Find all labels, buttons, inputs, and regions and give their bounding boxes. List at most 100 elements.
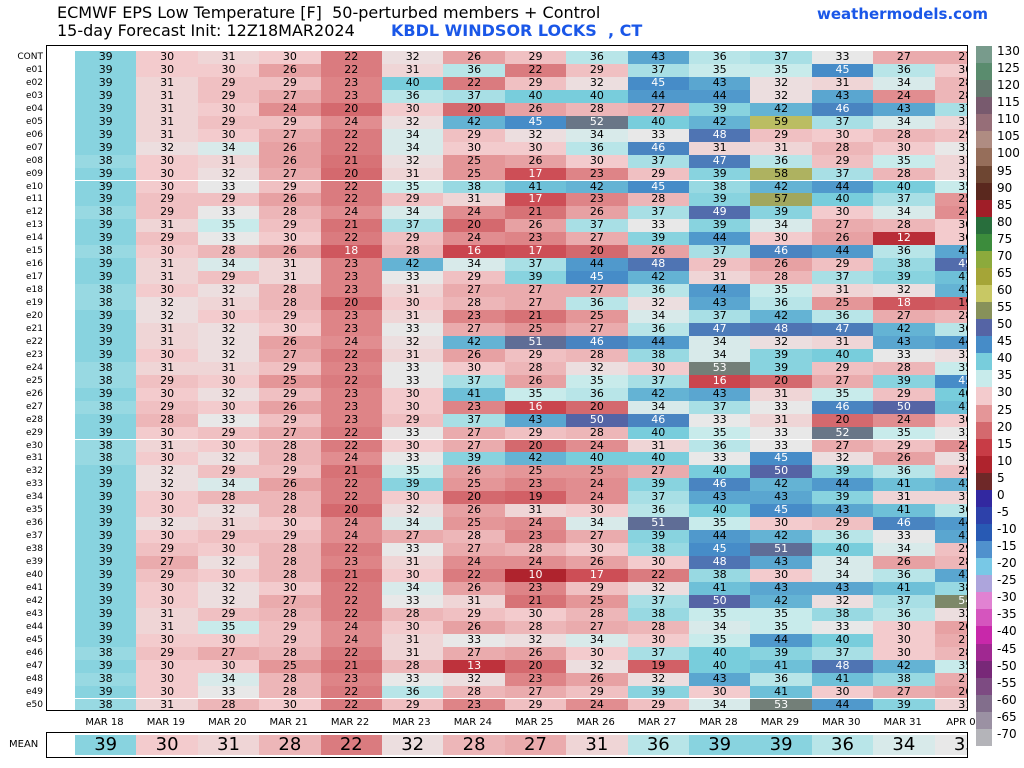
heatmap-cell: 38 <box>75 296 137 310</box>
heatmap-cell: 38 <box>75 361 137 375</box>
heatmap-cell: 33 <box>689 451 751 466</box>
heatmap-cell: 37 <box>627 154 689 168</box>
heatmap-cell: 35 <box>750 63 812 77</box>
mean-cell: 34 <box>873 735 935 755</box>
heatmap-cell: 24 <box>259 102 321 116</box>
heatmap-cell: 50 <box>689 594 751 608</box>
colorbar-tick-label: -15 <box>997 539 1017 554</box>
colorbar-tick-label: 35 <box>997 368 1013 383</box>
heatmap-cell: 26 <box>443 581 505 595</box>
mean-cell: 30 <box>136 735 198 755</box>
colorbar-segment <box>976 592 992 610</box>
heatmap-cell: 33 <box>197 205 260 220</box>
heatmap-cell: 29 <box>504 348 567 362</box>
heatmap-cell: 42 <box>750 477 812 492</box>
heatmap-cell: 30 <box>197 633 260 647</box>
heatmap-cell: 45 <box>811 63 874 77</box>
heatmap-cell: 37 <box>627 205 689 220</box>
heatmap-cell: 33 <box>382 322 444 336</box>
heatmap-cell: 33 <box>197 413 260 427</box>
heatmap-cell: 34 <box>443 257 505 272</box>
heatmap-cell: 28 <box>259 542 321 557</box>
heatmap-cell: 39 <box>75 50 137 64</box>
heatmap-cell: 27 <box>566 231 628 246</box>
colorbar-segment <box>976 182 992 201</box>
heatmap-cell: 31 <box>382 309 444 323</box>
heatmap-cell: 31 <box>934 167 967 181</box>
heatmap-cell: 36 <box>566 50 628 64</box>
heatmap-cell: 30 <box>934 218 967 233</box>
heatmap-cell: 19 <box>504 490 567 505</box>
heatmap-cell: 33 <box>750 426 812 440</box>
heatmap-cell: 29 <box>811 516 874 531</box>
heatmap-cell: 39 <box>75 387 137 401</box>
heatmap-cell: 43 <box>750 581 812 595</box>
heatmap-cell: 30 <box>197 374 260 388</box>
heatmap-cell: 36 <box>689 439 751 453</box>
heatmap-cell: 35 <box>382 464 444 479</box>
heatmap-cell: 28 <box>811 141 874 155</box>
site-link[interactable]: weathermodels.com <box>817 5 989 23</box>
heatmap-cell: 24 <box>443 555 505 569</box>
heatmap-cell: 38 <box>75 439 137 453</box>
member-label: e36 <box>26 518 43 529</box>
colorbar-segment <box>976 643 992 662</box>
heatmap-cell: 39 <box>75 63 137 77</box>
heatmap-cell: 43 <box>811 89 874 103</box>
heatmap-cell: 34 <box>382 205 444 220</box>
heatmap-cell: 25 <box>504 322 567 336</box>
heatmap-cell: 38 <box>75 451 137 466</box>
heatmap-cell: 28 <box>382 244 444 259</box>
colorbar-segment <box>976 524 992 542</box>
heatmap-cell: 32 <box>136 516 198 531</box>
heatmap-cell: 32 <box>197 594 260 608</box>
date-label: MAR 24 <box>453 717 493 728</box>
heatmap-cell: 30 <box>873 633 935 647</box>
heatmap-cell: 29 <box>504 76 567 90</box>
heatmap-cell: 31 <box>382 555 444 569</box>
heatmap-cell: 18 <box>320 244 382 259</box>
heatmap-cell: 35 <box>197 218 260 233</box>
heatmap-cell: 36 <box>382 89 444 103</box>
heatmap-cell: 46 <box>566 335 628 349</box>
colorbar-segment <box>976 626 992 645</box>
heatmap-cell: 38 <box>873 672 935 686</box>
heatmap-cell: 39 <box>873 698 935 710</box>
heatmap-cell: 39 <box>75 102 137 116</box>
heatmap-cell: 42 <box>750 594 812 608</box>
heatmap-cell: 28 <box>443 685 505 699</box>
heatmap-cell: 41 <box>443 387 505 401</box>
heatmap-cell: 32 <box>627 672 689 686</box>
heatmap-cell: 29 <box>566 581 628 595</box>
colorbar-tick-label: -20 <box>997 556 1017 571</box>
heatmap-cell: 33 <box>934 426 967 440</box>
heatmap-cell: 30 <box>136 244 198 259</box>
heatmap-cell: 32 <box>627 296 689 310</box>
heatmap-cell: 32 <box>750 335 812 349</box>
heatmap-cell: 28 <box>259 451 321 466</box>
colorbar-tick-label: -60 <box>997 692 1017 707</box>
heatmap-cell: 27 <box>382 529 444 544</box>
heatmap-cell: 42 <box>382 257 444 272</box>
colorbar-segment <box>976 455 992 474</box>
heatmap-cell: 39 <box>811 490 874 505</box>
heatmap-cell: 22 <box>320 50 382 64</box>
heatmap-cell: 45 <box>627 76 689 90</box>
heatmap-cell: 30 <box>566 154 628 168</box>
heatmap-cell: 25 <box>259 659 321 673</box>
heatmap-cell: 39 <box>750 205 812 220</box>
heatmap-cell: 40 <box>689 646 751 660</box>
heatmap-cell: 42 <box>934 477 967 492</box>
heatmap-cell: 31 <box>136 270 198 285</box>
heatmap-cell: 23 <box>504 529 567 544</box>
heatmap-cell: 17 <box>504 192 567 207</box>
member-label: e26 <box>26 388 43 399</box>
date-label: MAR 23 <box>392 717 431 728</box>
heatmap-cell: 30 <box>136 154 198 168</box>
heatmap-cell: 23 <box>566 167 628 181</box>
heatmap-cell: 32 <box>382 335 444 349</box>
heatmap-cell: 42 <box>443 335 505 349</box>
heatmap-cell: 26 <box>443 50 505 64</box>
heatmap-cell: 28 <box>750 270 812 285</box>
heatmap-cell: 24 <box>320 633 382 647</box>
